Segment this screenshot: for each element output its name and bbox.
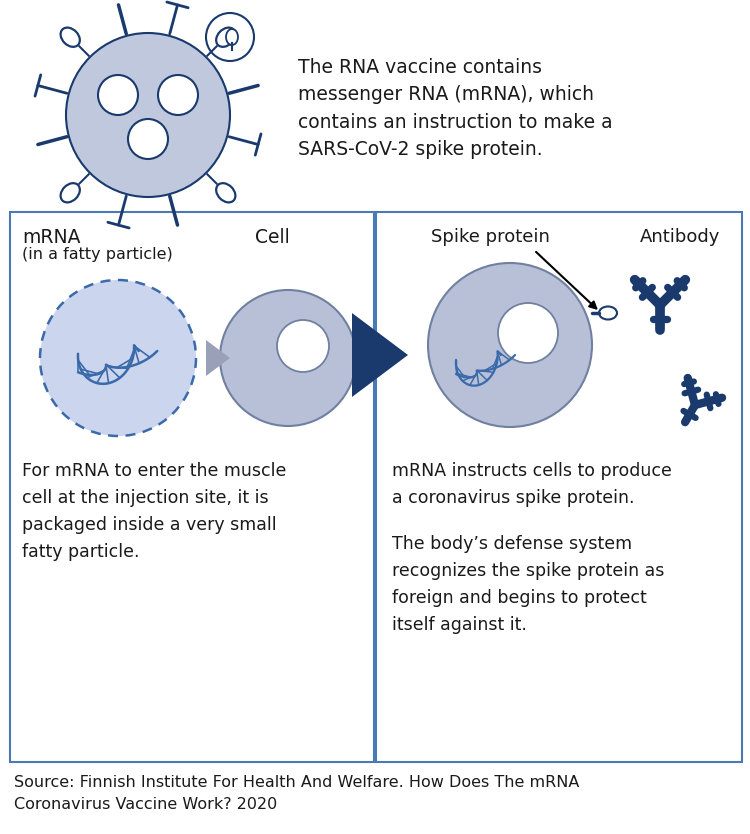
- Polygon shape: [352, 313, 408, 397]
- Circle shape: [98, 75, 138, 115]
- Text: For mRNA to enter the muscle
cell at the injection site, it is
packaged inside a: For mRNA to enter the muscle cell at the…: [22, 462, 286, 561]
- Text: The RNA vaccine contains
messenger RNA (mRNA), which
contains an instruction to : The RNA vaccine contains messenger RNA (…: [298, 58, 613, 158]
- Text: Antibody: Antibody: [640, 228, 720, 246]
- Text: Spike protein: Spike protein: [430, 228, 550, 246]
- Ellipse shape: [216, 183, 236, 203]
- Ellipse shape: [61, 28, 80, 47]
- Circle shape: [40, 280, 196, 436]
- Text: Cell: Cell: [254, 228, 290, 247]
- Polygon shape: [206, 340, 230, 376]
- Circle shape: [220, 290, 356, 426]
- Ellipse shape: [216, 28, 236, 47]
- Ellipse shape: [226, 29, 238, 45]
- Ellipse shape: [599, 307, 617, 319]
- Text: mRNA instructs cells to produce
a coronavirus spike protein.: mRNA instructs cells to produce a corona…: [392, 462, 672, 507]
- Bar: [10, 212, 374, 762]
- Text: (in a fatty particle): (in a fatty particle): [22, 247, 172, 262]
- Circle shape: [277, 320, 329, 372]
- Bar: [376, 212, 742, 762]
- Circle shape: [128, 119, 168, 159]
- Text: Source: Finnish Institute For Health And Welfare. How Does The mRNA
Coronavirus : Source: Finnish Institute For Health And…: [14, 775, 579, 811]
- Text: mRNA: mRNA: [22, 228, 80, 247]
- Text: The body’s defense system
recognizes the spike protein as
foreign and begins to : The body’s defense system recognizes the…: [392, 535, 664, 635]
- Ellipse shape: [61, 183, 80, 203]
- Circle shape: [66, 33, 230, 197]
- Circle shape: [498, 303, 558, 363]
- Circle shape: [428, 263, 592, 427]
- Circle shape: [206, 13, 254, 61]
- Circle shape: [158, 75, 198, 115]
